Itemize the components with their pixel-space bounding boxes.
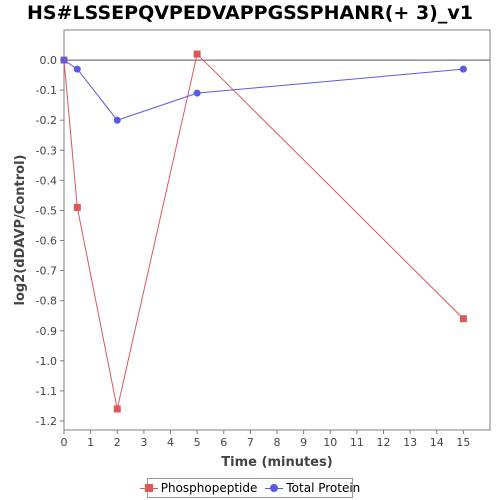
y-tick-label: -0.5: [36, 204, 57, 217]
y-tick-label: -1.1: [36, 385, 57, 398]
legend-item: Phosphopeptide: [139, 481, 258, 495]
data-point-circle: [73, 65, 81, 73]
chart-title: HS#LSSEPQVPEDVAPPGSSPHANR(+ 3)_v1: [27, 2, 473, 24]
data-point-circle: [193, 89, 201, 97]
y-axis-label: log2(dDAVP/Control): [13, 155, 28, 306]
x-tick-label: 15: [456, 436, 470, 449]
x-tick-label: 2: [114, 436, 121, 449]
y-tick-label: 0.0: [40, 54, 58, 67]
y-tick-label: -0.8: [36, 295, 57, 308]
data-point-square: [459, 315, 467, 323]
y-tick-label: -0.1: [36, 84, 57, 97]
y-tick-label: -0.9: [36, 325, 57, 338]
data-point-circle: [113, 116, 121, 124]
x-tick-label: 5: [194, 436, 201, 449]
data-point-square: [113, 405, 121, 413]
chart-legend: Phosphopeptide Total Protein: [139, 478, 360, 498]
y-tick-label: -0.4: [36, 174, 57, 187]
x-tick-label: 0: [61, 436, 68, 449]
legend-label: Total Protein: [286, 481, 361, 495]
x-tick-label: 14: [430, 436, 444, 449]
x-axis-label: Time (minutes): [221, 455, 332, 470]
y-tick-label: -0.6: [36, 235, 57, 248]
x-tick-label: 6: [220, 436, 227, 449]
legend-label: Phosphopeptide: [160, 481, 258, 495]
x-tick-label: 8: [274, 436, 281, 449]
plot-area: [63, 29, 491, 431]
legend-item: Total Protein: [265, 481, 360, 495]
x-tick-label: 9: [300, 436, 307, 449]
legend-swatch: [265, 483, 284, 493]
x-tick-label: 11: [350, 436, 364, 449]
y-tick-label: -1.0: [36, 355, 57, 368]
legend-swatch: [139, 483, 158, 493]
x-tick-label: 7: [247, 436, 254, 449]
x-tick-label: 4: [167, 436, 174, 449]
x-tick-label: 10: [323, 436, 337, 449]
y-tick-label: -0.3: [36, 144, 57, 157]
data-point-circle: [459, 65, 467, 73]
data-point-square: [193, 50, 201, 58]
x-tick-label: 13: [403, 436, 417, 449]
data-point-circle: [60, 56, 68, 64]
y-tick-label: -0.7: [36, 265, 57, 278]
x-tick-label: 3: [140, 436, 147, 449]
y-tick-label: -1.2: [36, 415, 57, 428]
data-point-square: [73, 203, 81, 211]
x-tick-label: 1: [87, 436, 94, 449]
y-tick-label: -0.2: [36, 114, 57, 127]
x-tick-label: 12: [377, 436, 391, 449]
